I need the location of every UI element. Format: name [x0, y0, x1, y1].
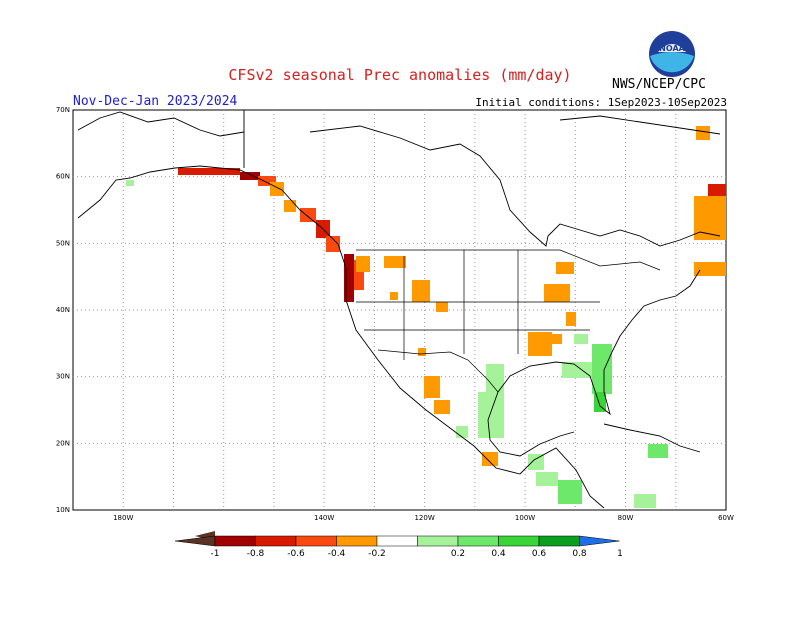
anomaly-cell: [544, 284, 570, 302]
colorbar-segment: [214, 535, 256, 547]
colorbar-label: 0.8: [572, 549, 587, 559]
axis-labels: 70N 60N 50N 40N 30N 20N 10N 180W 140W 120W 100W 80W…: [56, 106, 734, 522]
arctic-islands: [559, 115, 721, 135]
anomaly-cell: [284, 200, 296, 212]
colorbar: -1 -0.8 -0.6 -0.4 -0.2 0.2 0.4 0.6 0.8 1: [174, 531, 623, 559]
anomaly-cell: [574, 334, 588, 344]
anomaly-cell: [326, 236, 340, 252]
noaa-logo: NOAA: [649, 31, 695, 77]
lon-tick-label: 60W: [718, 514, 734, 522]
us-mexico-border: [377, 349, 499, 393]
forecast-period: Nov-Dec-Jan 2023/2024: [73, 94, 238, 109]
colorbar-segment: [295, 535, 337, 547]
lat-tick-label: 10N: [56, 506, 70, 514]
anomaly-cell: [558, 480, 582, 504]
anomaly-shading: [126, 126, 726, 508]
anomaly-cell: [412, 280, 430, 302]
anomaly-cell: [456, 426, 468, 438]
anomaly-cell: [536, 472, 558, 486]
anomaly-cell: [696, 126, 710, 140]
anomaly-cell: [240, 172, 260, 180]
anomaly-cell: [258, 176, 276, 186]
colorbar-label: 0.4: [491, 549, 506, 559]
colorbar-segment: [498, 535, 540, 547]
colorbar-segment: [336, 535, 378, 547]
cuba-hispaniola: [603, 423, 701, 453]
anomaly-cell: [344, 254, 354, 302]
map-frame: [72, 109, 727, 511]
agency-label: NWS/NCEP/CPC: [612, 77, 706, 92]
anomaly-cell: [482, 452, 498, 466]
lat-tick-label: 40N: [56, 306, 70, 314]
coastlines: [77, 110, 721, 509]
colorbar-label: -0.6: [287, 549, 305, 559]
anomaly-cell: [424, 376, 440, 398]
anomaly-cell: [436, 302, 448, 312]
state-borders-ew: [356, 301, 600, 331]
colorbar-segment: [376, 535, 418, 547]
colorbar-label: -0.2: [368, 549, 386, 559]
colorbar-label: 1: [617, 549, 623, 559]
colorbar-segment: [255, 535, 297, 547]
anomaly-cell: [270, 182, 284, 196]
pacific-coastline: [77, 165, 605, 509]
colorbar-label: 0.2: [451, 549, 465, 559]
anomaly-cell: [592, 344, 612, 394]
anomaly-cell: [434, 400, 450, 414]
anomaly-cell: [694, 196, 726, 240]
anomaly-cell: [126, 180, 134, 186]
lon-tick-label: 80W: [618, 514, 634, 522]
colorbar-label: -1: [211, 549, 220, 559]
graticule: [73, 110, 726, 510]
colorbar-segment: [538, 535, 580, 547]
colorbar-arrow-left: [174, 535, 216, 547]
initial-conditions: Initial conditions: 1Sep2023-10Sep2023: [475, 96, 727, 109]
lat-tick-label: 30N: [56, 373, 70, 381]
lon-tick-label: 100W: [515, 514, 535, 522]
anomaly-cell: [418, 348, 426, 356]
lon-tick-label: 120W: [414, 514, 434, 522]
alaska-north-coast: [77, 111, 245, 137]
hudson-bay-coast: [309, 125, 721, 247]
political-borders: [356, 249, 661, 393]
anomaly-cell: [178, 168, 240, 175]
map-title: CFSv2 seasonal Prec anomalies (mm/day): [228, 66, 572, 84]
lat-tick-label: 50N: [56, 239, 70, 247]
lat-tick-label: 70N: [56, 106, 70, 114]
anomaly-cell: [528, 332, 552, 356]
colorbar-label: 0.6: [532, 549, 547, 559]
lon-tick-label: 140W: [314, 514, 334, 522]
colorbar-segment: [417, 535, 459, 547]
anomaly-cell: [694, 262, 726, 276]
colorbar-label: -0.4: [328, 549, 346, 559]
anomaly-cell: [390, 292, 398, 300]
anomaly-cell: [300, 208, 316, 222]
anomaly-cell: [478, 392, 504, 438]
anomaly-cell: [354, 260, 364, 290]
anomaly-cell: [486, 364, 504, 392]
anomaly-cell: [634, 494, 656, 508]
lat-tick-label: 20N: [56, 439, 70, 447]
anomaly-cell: [552, 334, 562, 344]
atlantic-gulf-coast: [487, 269, 701, 457]
colorbar-segment: [457, 535, 499, 547]
us-canada-border-east: [559, 249, 661, 271]
colorbar-arrow-right: [579, 535, 620, 547]
noaa-logo-text: NOAA: [659, 44, 685, 53]
anomaly-cell: [384, 256, 406, 268]
anomaly-cell: [648, 444, 668, 458]
lon-tick-label: 180W: [113, 514, 133, 522]
anomaly-cell: [566, 312, 576, 326]
anomaly-cell: [356, 256, 370, 272]
colorbar-label: -0.8: [247, 549, 265, 559]
lat-tick-label: 60N: [56, 173, 70, 181]
anomaly-cell: [528, 454, 544, 470]
anomaly-cell: [556, 262, 574, 274]
